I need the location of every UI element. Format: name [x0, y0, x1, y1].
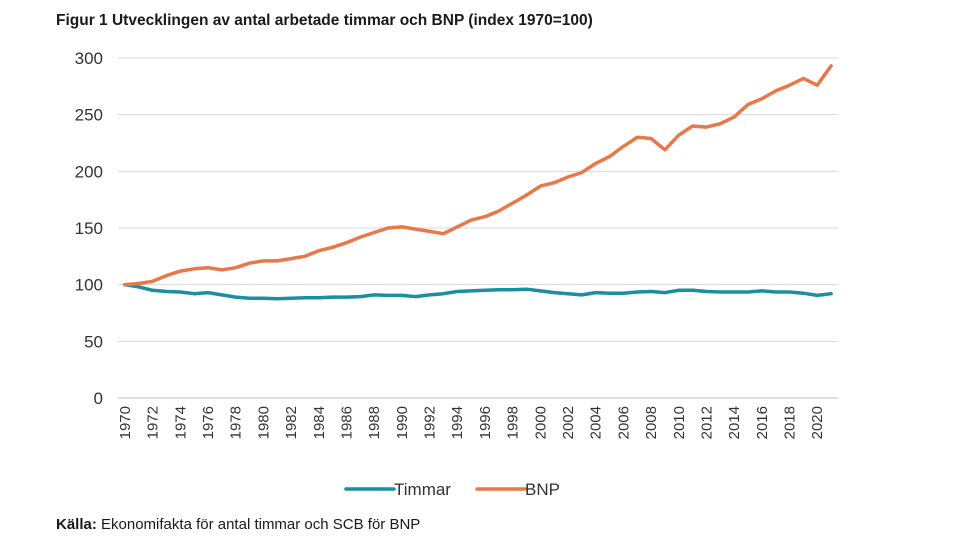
y-tick-label: 150 [75, 219, 103, 238]
x-tick-label: 2018 [782, 406, 799, 439]
y-tick-label: 250 [75, 106, 103, 125]
x-tick-label: 2000 [532, 406, 549, 439]
x-tick-label: 2020 [809, 406, 826, 439]
y-tick-label: 50 [84, 332, 103, 351]
x-tick-label: 2016 [754, 406, 771, 439]
x-tick-label: 2012 [698, 406, 715, 439]
x-tick-label: 2002 [560, 406, 577, 439]
x-tick-label: 2008 [643, 406, 660, 439]
x-tick-label: 1986 [338, 406, 355, 439]
x-tick-label: 1984 [311, 406, 328, 439]
chart-title: Figur 1 Utvecklingen av antal arbetade t… [56, 12, 593, 29]
source-note: Källa: Ekonomifakta för antal timmar och… [56, 516, 420, 533]
y-tick-label: 300 [75, 49, 103, 68]
x-tick-label: 1970 [117, 406, 134, 439]
x-tick-label: 1988 [366, 406, 383, 439]
source-label: Källa: [56, 516, 97, 533]
x-tick-label: 2004 [588, 406, 605, 439]
x-tick-label: 1976 [200, 406, 217, 439]
x-tick-label: 1994 [449, 406, 466, 439]
x-tick-label: 2014 [726, 406, 743, 439]
x-tick-label: 1980 [255, 406, 272, 439]
x-tick-label: 1978 [228, 406, 245, 439]
x-tick-label: 1996 [477, 406, 494, 439]
source-text: Ekonomifakta för antal timmar och SCB fö… [96, 516, 421, 533]
y-tick-label: 100 [75, 276, 103, 295]
x-tick-label: 2006 [615, 406, 632, 439]
series-line-bnp [123, 64, 833, 287]
line-chart: 0 50 100 150 200 250 300 1970 1972 1974 1976 1978 19… [75, 49, 838, 499]
x-tick-label: 1990 [394, 406, 411, 439]
legend-label: BNP [525, 480, 560, 499]
y-tick-label: 200 [75, 162, 103, 181]
x-tick-label: 2010 [671, 406, 688, 439]
legend-label: Timmar [394, 480, 451, 499]
x-tick-label: 1992 [422, 406, 439, 439]
x-tick-label: 1998 [505, 406, 522, 439]
series-line-timmar [123, 282, 833, 301]
x-tick-label: 1982 [283, 406, 300, 439]
x-tick-label: 1974 [172, 406, 189, 439]
x-tick-label: 1972 [145, 406, 162, 439]
y-tick-label: 0 [94, 389, 103, 408]
